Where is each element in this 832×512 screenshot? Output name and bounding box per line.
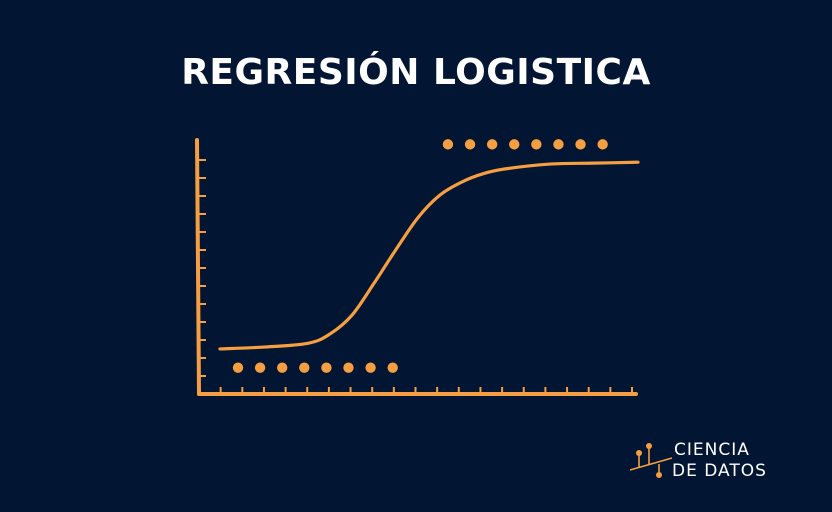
data-point (321, 362, 332, 373)
data-point (575, 139, 586, 150)
brand-name: CIENCIA DE DATOS (672, 440, 767, 482)
data-point (277, 362, 288, 373)
data-point (464, 139, 476, 150)
data-point (232, 362, 244, 373)
data-point (442, 139, 454, 150)
y-axis (195, 138, 201, 396)
data-point (597, 139, 608, 150)
chart-axes (195, 138, 638, 396)
data-point (531, 139, 542, 150)
chart-marks (218, 139, 640, 373)
data-point (509, 139, 520, 150)
sigmoid-curve (218, 160, 640, 351)
data-point (299, 362, 310, 373)
data-point (553, 139, 564, 150)
page-title: REGRESIÓN LOGISTICA (181, 52, 651, 93)
brand-line-2: DE DATOS (672, 461, 767, 481)
data-point (254, 362, 266, 373)
brand-line-1: CIENCIA (674, 440, 750, 460)
data-point (486, 139, 498, 150)
data-plot-logo-icon (629, 443, 673, 478)
data-point (343, 362, 354, 373)
brand-logo: CIENCIA DE DATOS (628, 440, 798, 490)
data-point (365, 362, 376, 373)
data-point (387, 362, 398, 373)
